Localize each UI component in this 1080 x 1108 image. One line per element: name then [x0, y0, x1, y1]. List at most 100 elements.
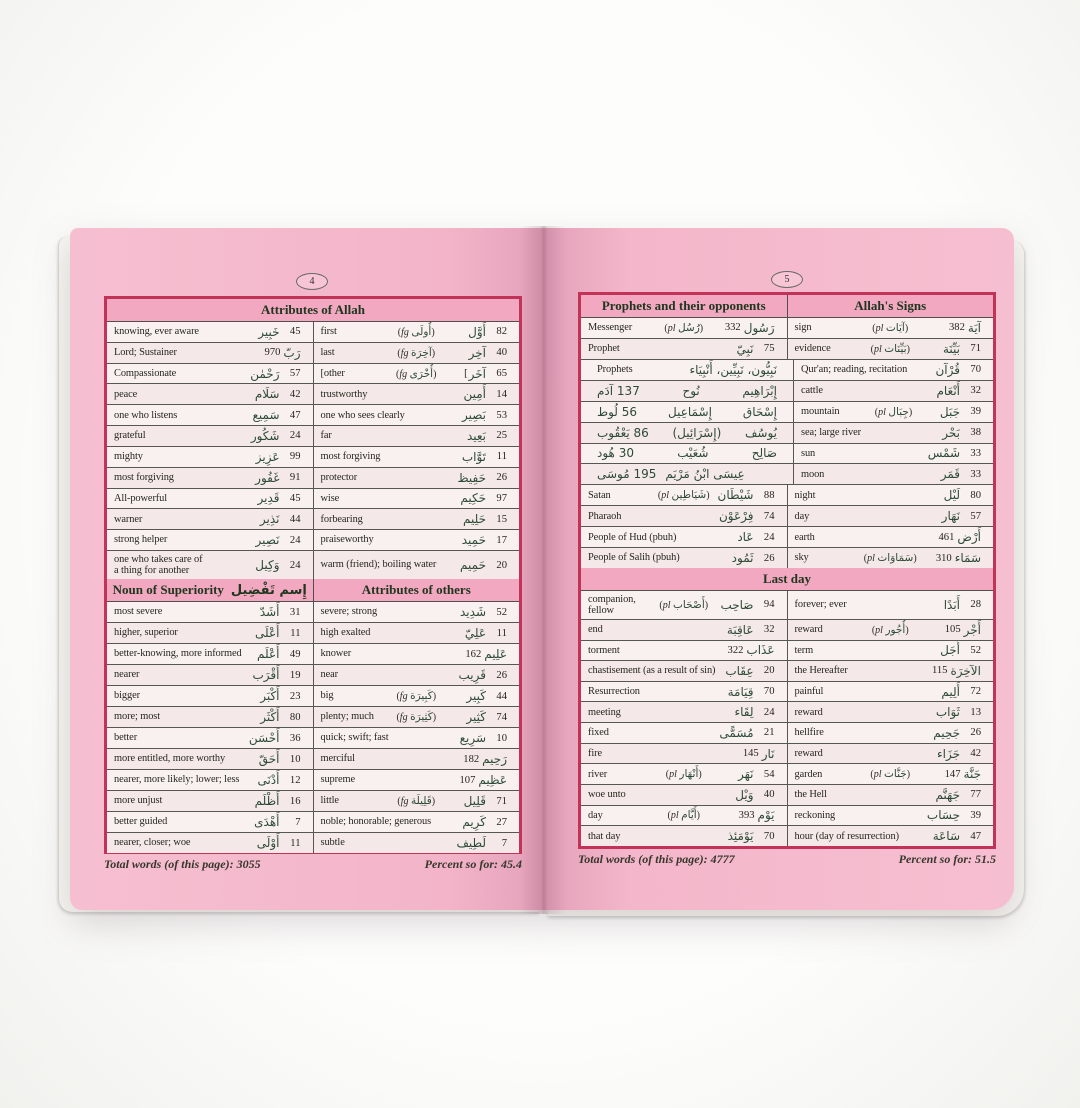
table-row: meeting لِقَاء 24 reward ثَوَاب 13 [581, 701, 993, 723]
arabic-and-count: أَكْبَر 23 [260, 689, 300, 703]
arabic-word: نَهَر [738, 767, 754, 782]
english-label: noble; honorable; generous [320, 816, 432, 828]
arabic-and-count: نَصِير 24 [256, 533, 301, 547]
arabic-and-count: أَوَّل 82 [468, 325, 507, 339]
table-cell: most forgiving تَوَّاب 11 [312, 446, 520, 467]
table-row: most forgiving غَفُور 91 protector حَفِيظ 26 [107, 466, 519, 488]
arabic-and-count: عَزِيز 99 [256, 450, 301, 464]
table-cell: nearer, closer; woe أَوْلَى 11 [107, 833, 313, 853]
arabic-word: أَدْنَى [257, 773, 280, 787]
table-cell: subtle لَطِيف 7 [312, 833, 520, 853]
english-label: hour (day of resurrection) [794, 830, 900, 842]
table-cell: strong helper نَصِير 24 [107, 530, 313, 550]
arabic-name: إِبْرَاهِيم [742, 383, 777, 398]
table-cell: Messenger (pl رُسُل) 332 رَسُول [581, 318, 787, 338]
arabic-variant: أُخْرَى [409, 367, 434, 380]
table-cell: better guided أَهْدَى 7 [107, 812, 313, 832]
arabic-word: عَظِيم [478, 773, 507, 787]
count: 11 [290, 837, 301, 849]
english-label: bigger [114, 690, 140, 702]
gender-plural-note: (pl أَيَّام) [667, 809, 701, 822]
arabic-and-count: 393 يَوْم [739, 808, 775, 822]
table-cell: plenty; much (fg كَثِيرَة) كَثِير 74 [312, 707, 520, 727]
arabic-and-count: سَرِيع 10 [460, 731, 507, 745]
arabic-and-count: فِرْعَوْن 74 [719, 509, 775, 523]
table-row: more; most أَكْثَر 80 plenty; much (fg كَثِي… [107, 706, 519, 727]
arabic-and-count: حَفِيظ 26 [458, 471, 508, 485]
arabic-word: كَثِير [466, 710, 486, 724]
table-row: one who takes care of a thing for another… [107, 549, 519, 580]
table-cell: fixed مُسَمًّى 21 [581, 723, 787, 743]
english-label: subtle [320, 837, 345, 849]
english-label: grateful [114, 430, 146, 442]
arabic-word: جَبَل [939, 404, 960, 419]
table-row: river (pl أَنْهَار) نَهَر 54 garden (pl جَنَّ… [581, 763, 993, 785]
section-title: Noun of Superiority [112, 582, 224, 597]
arabic-and-count: لَطِيف 7 [456, 836, 507, 850]
names-cell: 137 آدَم نُوح إِبْرَاهِيم [581, 381, 793, 401]
count: 32 [970, 385, 981, 397]
arabic-word: سَرِيع [459, 731, 486, 745]
table-row: nearer, more likely; lower; less أَدْنَى 1… [107, 769, 519, 790]
table-row: nearer أَقْرَب 19 near قَرِيب 26 [107, 664, 519, 685]
table-cell: big (fg كَبِيرَة) كَبِير 44 [312, 686, 520, 706]
names-cell: 195 مُوسَى عِيسَى ابْنُ مَرْيَم [581, 464, 793, 484]
arabic-word: عَلِيم [484, 647, 507, 661]
arabic-and-count: أَمِين 14 [463, 387, 507, 401]
arabic-and-count: حَكِيم 97 [460, 491, 507, 505]
english-label: high exalted [320, 627, 371, 639]
arabic-and-count: جَهَنَّم 77 [935, 788, 981, 802]
english-label: fire [588, 747, 603, 759]
arabic-name: (إِسْرَائِيل) [672, 425, 722, 440]
table-row: end عَاقِبَة 32 reward (pl أُجُور) 105 أَجْر [581, 618, 993, 640]
section-rows: companion, fellow (pl أَصْحَاب) صَاحِب 94 for… [581, 591, 993, 846]
count: 47 [289, 409, 301, 421]
names-cell: 86 يَعْقُوب (إِسْرَائِيل) يُوسُف [581, 423, 793, 443]
names-cell: Prophets نَبِيُّون، نَبِيِّين، أَنْبِيَاء [581, 360, 793, 380]
gender-plural-note: (fg كَبِيرَة) [396, 690, 437, 702]
arabic-name: إِسْحَاق [742, 404, 777, 419]
table-cell: sea; large river بَحْر 38 [793, 422, 993, 443]
table-cell: meeting لِقَاء 24 [581, 702, 787, 722]
section-title: Allah's Signs [854, 298, 927, 313]
table-row: better-knowing, more informed أَعْلَم 49 kn… [107, 643, 519, 664]
arabic-word: نَبِيّ [736, 341, 754, 356]
arabic-and-count: 162 عَلِيم [465, 647, 507, 661]
arabic-word: شَكُور [250, 428, 280, 443]
count: 42 [289, 388, 301, 400]
count: 23 [289, 690, 301, 702]
arabic-word: قَدِير [257, 491, 280, 506]
arabic-word: أَمِين [463, 387, 486, 402]
arabic-and-count: أَعْلَم 49 [257, 647, 300, 661]
english-label: end [588, 624, 603, 636]
arabic-word: آخِر [468, 345, 486, 360]
count: 332 [724, 322, 741, 334]
arabic-and-count: كَثِير 74 [466, 710, 507, 724]
count: 24 [289, 430, 301, 442]
gender-plural-note: (pl شَيَاطِين) [657, 489, 710, 502]
section-rows: Messenger (pl رُسُل) 332 رَسُول sign (pl آيَا… [581, 318, 993, 569]
english-label: better [114, 732, 138, 744]
table-cell: higher, superior أَعْلَى 11 [107, 623, 313, 643]
arabic-word: شَيْطَان [717, 488, 754, 503]
english-label: evidence [794, 343, 831, 355]
arabic-and-count: أَجَل 52 [940, 643, 981, 657]
english-label: cattle [801, 385, 823, 397]
table-cell: nearer أَقْرَب 19 [107, 665, 313, 685]
count: 77 [970, 789, 981, 801]
arabic-word: بَحْر [942, 425, 960, 440]
english-label: merciful [320, 753, 356, 765]
arabic-name: نُوح [682, 383, 700, 398]
arabic-and-count: آخِر 40 [469, 346, 507, 360]
english-label: painful [794, 686, 824, 698]
english-label: sky [794, 552, 809, 564]
english-label: quick; swift; fast [320, 732, 389, 744]
table-cell: forbearing حَلِيم 15 [312, 509, 520, 530]
table-cell: painful أَلِيم 72 [786, 681, 994, 702]
english-label: reward [794, 706, 823, 718]
arabic-word: أَحْسَن [248, 731, 280, 745]
count: 26 [496, 472, 507, 484]
arabic-and-count: نَذِير 44 [260, 512, 301, 526]
count: 182 [463, 753, 480, 765]
